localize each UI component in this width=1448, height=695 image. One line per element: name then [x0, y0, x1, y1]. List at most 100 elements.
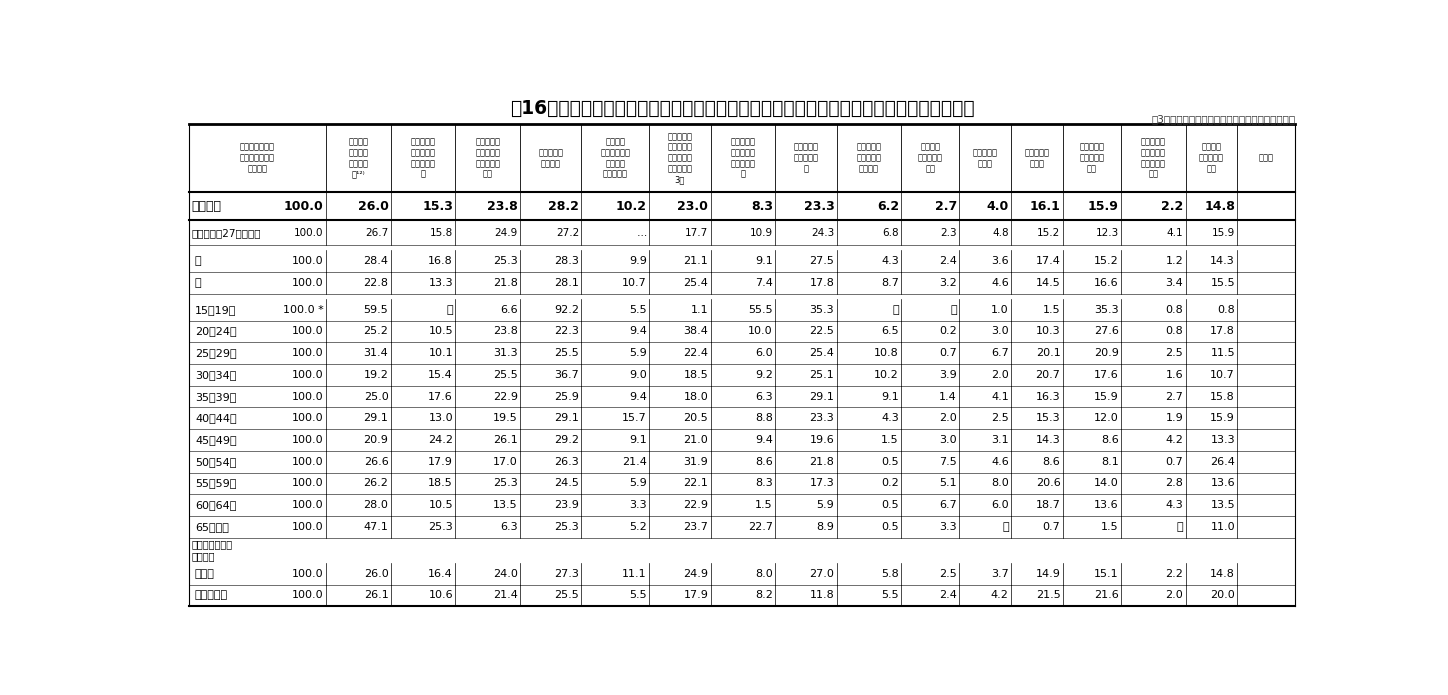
Text: 9.4: 9.4 — [628, 327, 647, 336]
Text: 25.5: 25.5 — [492, 370, 517, 380]
Text: 15.9: 15.9 — [1087, 199, 1119, 213]
Text: 15.9: 15.9 — [1093, 391, 1119, 402]
Text: 2.0: 2.0 — [990, 370, 1009, 380]
Text: 8.8: 8.8 — [754, 414, 773, 423]
Text: 17.0: 17.0 — [492, 457, 517, 467]
Text: 31.9: 31.9 — [683, 457, 708, 467]
Text: 18.0: 18.0 — [683, 391, 708, 402]
Text: 13.6: 13.6 — [1211, 478, 1235, 489]
Text: 38.4: 38.4 — [683, 327, 708, 336]
Text: 22.3: 22.3 — [555, 327, 579, 336]
Text: 3.3: 3.3 — [940, 522, 957, 532]
Text: 6.8: 6.8 — [882, 228, 899, 238]
Text: 25.0: 25.0 — [363, 391, 388, 402]
Text: 6.0: 6.0 — [990, 500, 1009, 510]
Text: 23.9: 23.9 — [555, 500, 579, 510]
Text: 47.1: 47.1 — [363, 522, 388, 532]
Text: 100.0: 100.0 — [292, 500, 324, 510]
Text: 8.3: 8.3 — [756, 478, 773, 489]
Text: 26.6: 26.6 — [363, 457, 388, 467]
Text: 4.6: 4.6 — [990, 457, 1009, 467]
Text: 25.3: 25.3 — [429, 522, 453, 532]
Text: 100.0: 100.0 — [292, 457, 324, 467]
Text: 10.9: 10.9 — [750, 228, 773, 238]
Text: 0.5: 0.5 — [882, 522, 899, 532]
Text: 現在の勤め先の
就業形態: 現在の勤め先の 就業形態 — [191, 539, 232, 561]
Text: 26.4: 26.4 — [1211, 457, 1235, 467]
Text: 17.6: 17.6 — [429, 391, 453, 402]
Text: 9.1: 9.1 — [882, 391, 899, 402]
Text: 4.3: 4.3 — [882, 414, 899, 423]
Text: 11.0: 11.0 — [1211, 522, 1235, 532]
Text: 10.5: 10.5 — [429, 327, 453, 336]
Text: 7.5: 7.5 — [940, 457, 957, 467]
Text: 19.5: 19.5 — [492, 414, 517, 423]
Text: 35.3: 35.3 — [1095, 304, 1119, 315]
Text: 8.6: 8.6 — [1043, 457, 1060, 467]
Text: 27.3: 27.3 — [555, 569, 579, 579]
Text: 20.5: 20.5 — [683, 414, 708, 423]
Text: 病気・怪我
のため: 病気・怪我 のため — [1024, 148, 1050, 168]
Text: 16.3: 16.3 — [1035, 391, 1060, 402]
Text: 55～59歳: 55～59歳 — [195, 478, 236, 489]
Text: 3.4: 3.4 — [1166, 278, 1183, 288]
Text: 92.2: 92.2 — [555, 304, 579, 315]
Text: 1.2: 1.2 — [1166, 256, 1183, 266]
Text: 100.0: 100.0 — [292, 370, 324, 380]
Text: 21.4: 21.4 — [492, 590, 517, 600]
Text: 賃金が低か
ったから: 賃金が低か ったから — [539, 148, 563, 168]
Text: （3つまでの複数回答）　（単位：％）　令和２年: （3つまでの複数回答） （単位：％） 令和２年 — [1151, 114, 1296, 124]
Text: 15.5: 15.5 — [1211, 278, 1235, 288]
Text: 安全や衛生
等の職場環
境がよくな
かったから
3）: 安全や衛生 等の職場環 境がよくな かったから 3） — [668, 132, 692, 184]
Text: 22.9: 22.9 — [492, 391, 517, 402]
Text: 1.5: 1.5 — [882, 435, 899, 445]
Text: 27.0: 27.0 — [809, 569, 834, 579]
Text: 100.0: 100.0 — [292, 478, 324, 489]
Text: 28.4: 28.4 — [363, 256, 388, 266]
Text: 29.1: 29.1 — [555, 414, 579, 423]
Text: 17.3: 17.3 — [809, 478, 834, 489]
Text: 23.7: 23.7 — [683, 522, 708, 532]
Text: 16.1: 16.1 — [1030, 199, 1060, 213]
Text: 自己都合
離職によ
る転職者
計¹²⁾: 自己都合 離職によ る転職者 計¹²⁾ — [349, 138, 368, 179]
Text: 24.9: 24.9 — [683, 569, 708, 579]
Text: 6.7: 6.7 — [990, 348, 1009, 358]
Text: 27.2: 27.2 — [556, 228, 579, 238]
Text: 17.7: 17.7 — [685, 228, 708, 238]
Text: 24.2: 24.2 — [429, 435, 453, 445]
Text: 24.0: 24.0 — [492, 569, 517, 579]
Text: 15.3: 15.3 — [1035, 414, 1060, 423]
Text: 100.0: 100.0 — [292, 590, 324, 600]
Text: 14.3: 14.3 — [1035, 435, 1060, 445]
Text: 17.4: 17.4 — [1035, 256, 1060, 266]
Text: 11.5: 11.5 — [1211, 348, 1235, 358]
Text: 100.0: 100.0 — [292, 414, 324, 423]
Text: 16.4: 16.4 — [429, 569, 453, 579]
Text: 14.0: 14.0 — [1093, 478, 1119, 489]
Text: 雇用が不安
定だったた
め: 雇用が不安 定だったた め — [794, 143, 818, 173]
Text: 男: 男 — [195, 256, 201, 266]
Text: 26.7: 26.7 — [365, 228, 388, 238]
Text: 3.7: 3.7 — [990, 569, 1009, 579]
Text: 0.7: 0.7 — [1166, 457, 1183, 467]
Text: 15.7: 15.7 — [623, 414, 647, 423]
Text: 5.9: 5.9 — [817, 500, 834, 510]
Text: 20.9: 20.9 — [1093, 348, 1119, 358]
Text: 15.2: 15.2 — [1037, 228, 1060, 238]
Text: 8.7: 8.7 — [880, 278, 899, 288]
Text: －: － — [950, 304, 957, 315]
Text: 29.1: 29.1 — [809, 391, 834, 402]
Text: 3.6: 3.6 — [990, 256, 1009, 266]
Text: 21.5: 21.5 — [1035, 590, 1060, 600]
Text: 結婚・出
産・育児の
ため: 結婚・出 産・育児の ため — [918, 143, 943, 173]
Text: 4.0: 4.0 — [986, 199, 1009, 213]
Text: 23.3: 23.3 — [809, 414, 834, 423]
Text: 15.8: 15.8 — [430, 228, 453, 238]
Text: 9.1: 9.1 — [756, 256, 773, 266]
Text: 19.2: 19.2 — [363, 370, 388, 380]
Text: 27.6: 27.6 — [1093, 327, 1119, 336]
Text: 5.9: 5.9 — [628, 478, 647, 489]
Text: 35.3: 35.3 — [809, 304, 834, 315]
Text: 25.2: 25.2 — [363, 327, 388, 336]
Text: 8.0: 8.0 — [756, 569, 773, 579]
